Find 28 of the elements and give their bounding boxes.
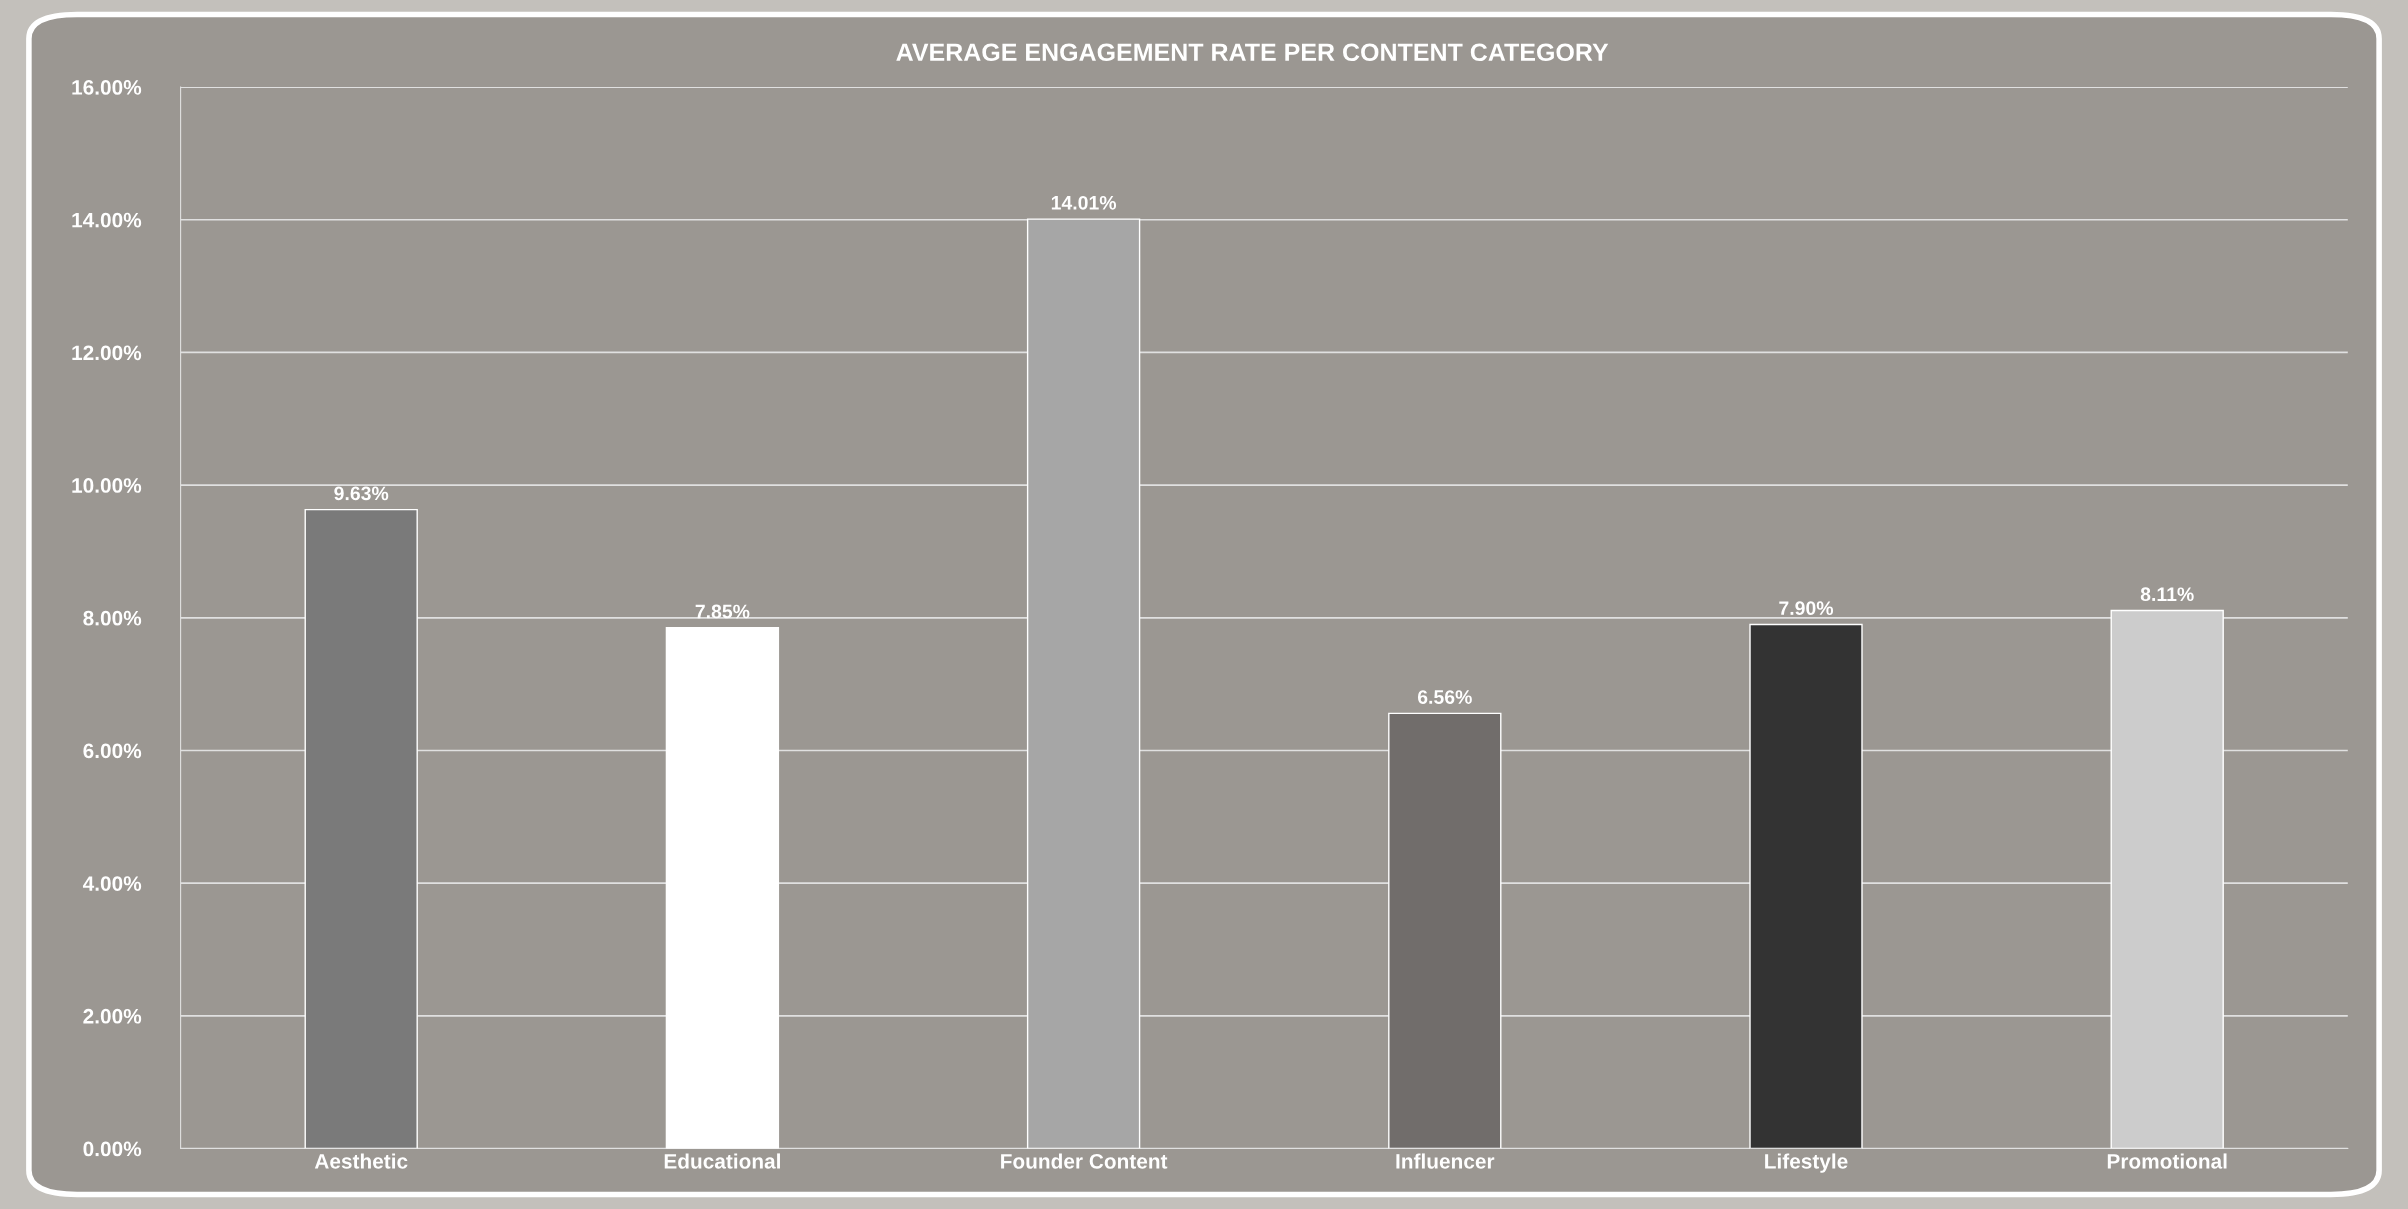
x-tick-label: Educational (664, 1153, 780, 1169)
x-tick-label: Lifestyle (1765, 1153, 1848, 1173)
y-tick-label: 8.00% (83, 610, 142, 626)
x-tick-label: Promotional (2107, 1153, 2227, 1169)
data-label: 7.90% (1779, 601, 1834, 616)
bar (1388, 712, 1502, 1149)
data-label: 14.01% (1051, 195, 1117, 210)
data-label: 6.56% (1417, 690, 1472, 704)
data-label: 7.85% (695, 604, 750, 619)
x-tick-label: Influencer (1396, 1153, 1495, 1169)
y-tick-label: 0.00% (83, 1141, 142, 1157)
y-tick-label: 2.00% (83, 1008, 142, 1024)
chart-title: AVERAGE ENGAGEMENT RATE PER CONTENT CATEGORY (896, 43, 1609, 62)
data-label: 9.63% (334, 486, 389, 501)
y-tick-label: 16.00% (72, 80, 142, 95)
y-tick-label: 12.00% (72, 345, 142, 361)
data-label: 8.11% (2140, 587, 2194, 602)
x-tick-label: Founder Content (1001, 1153, 1168, 1169)
bar (2110, 609, 2224, 1149)
bar (665, 627, 780, 1149)
x-tick-label: Aesthetic (314, 1153, 408, 1169)
y-tick-label: 10.00% (72, 478, 142, 493)
bar (1749, 623, 1863, 1149)
y-tick-label: 4.00% (82, 876, 142, 891)
y-tick-label: 6.00% (83, 743, 142, 759)
y-tick-label: 14.00% (72, 212, 142, 228)
bar (304, 508, 418, 1149)
bar (1026, 218, 1141, 1149)
